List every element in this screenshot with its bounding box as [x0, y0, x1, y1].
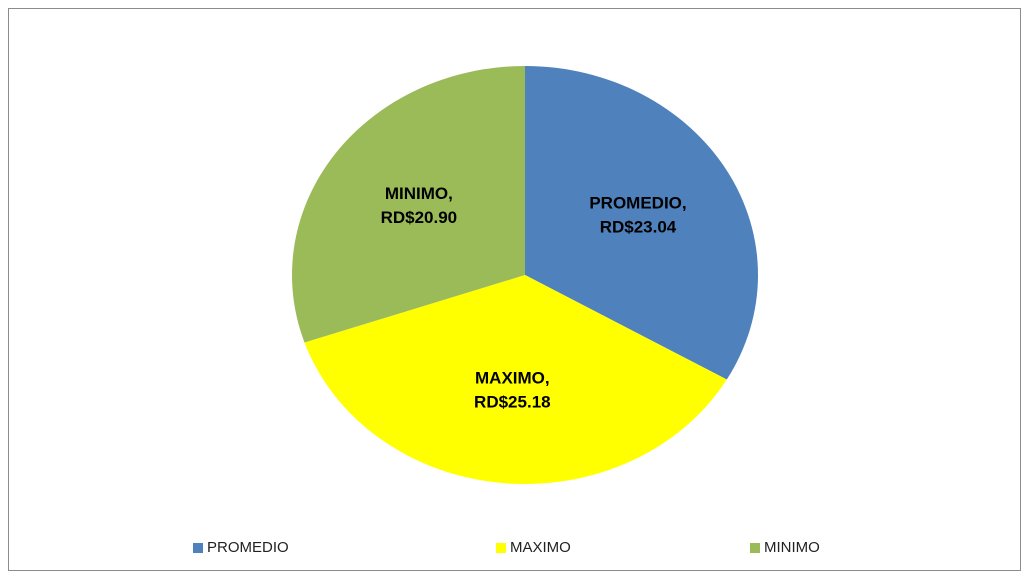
- data-label-text: PROMEDIO, RD$23.04: [589, 194, 686, 237]
- data-label-text: MINIMO, RD$20.90: [381, 184, 458, 227]
- data-label-value: RD$20.90: [381, 208, 458, 227]
- data-label-separator: ,: [682, 194, 687, 213]
- data-label-separator: ,: [545, 369, 550, 388]
- data-label-value: RD$23.04: [600, 218, 677, 237]
- legend-label: MINIMO: [764, 539, 820, 556]
- data-label: PROMEDIO, RD$23.04: [589, 194, 686, 237]
- data-label-category: MAXIMO: [475, 369, 545, 388]
- legend-swatch: [193, 543, 203, 553]
- data-label: MAXIMO, RD$25.18: [474, 369, 551, 412]
- data-label: MINIMO, RD$20.90: [381, 184, 458, 227]
- legend-swatch: [496, 543, 506, 553]
- data-label-category: MINIMO: [385, 184, 448, 203]
- data-label-text: MAXIMO, RD$25.18: [474, 369, 551, 412]
- data-label-value: RD$25.18: [474, 393, 551, 412]
- legend-label: MAXIMO: [510, 539, 571, 556]
- data-label-separator: ,: [448, 184, 453, 203]
- legend-label: PROMEDIO: [207, 539, 289, 556]
- pie-slice: [304, 275, 727, 485]
- pie-slice: [291, 66, 525, 343]
- data-label-category: PROMEDIO: [589, 194, 682, 213]
- legend-swatch: [750, 543, 760, 553]
- pie-slice: [525, 66, 758, 380]
